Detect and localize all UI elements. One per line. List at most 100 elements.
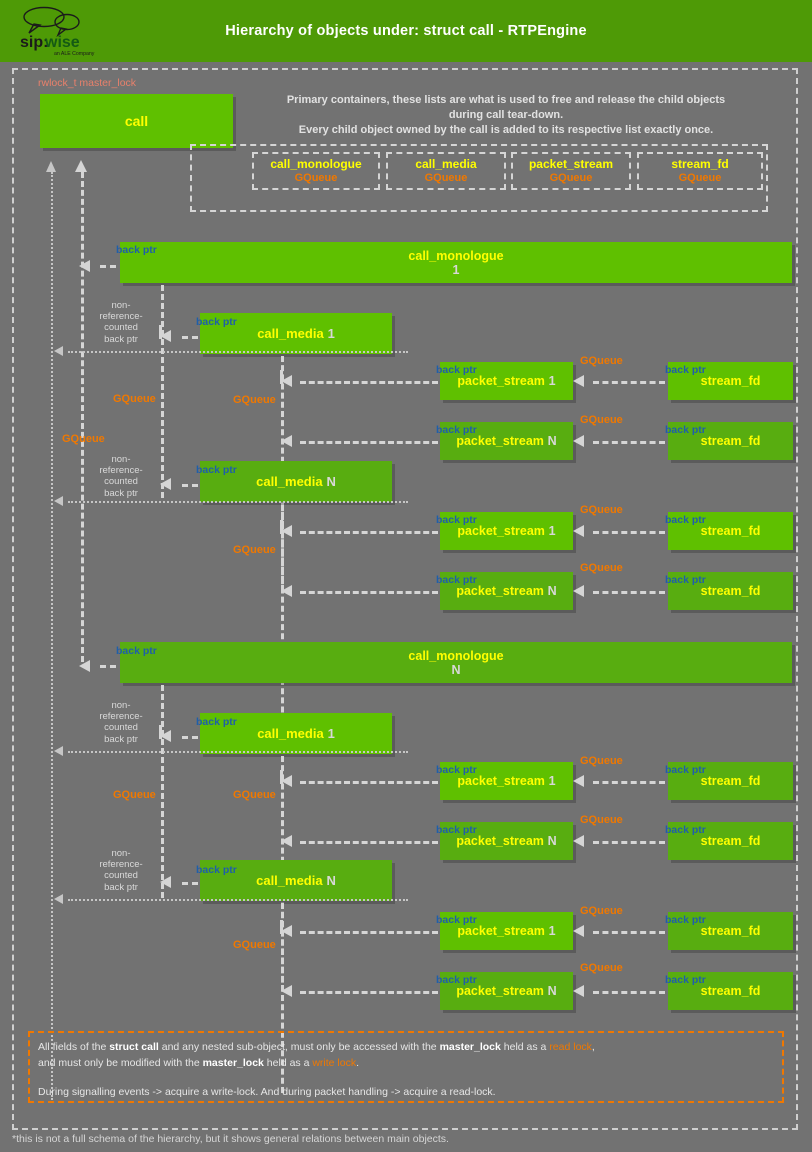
packet-stream-block-1-2-1: packet_stream 1 [440,512,573,550]
link-media-2-2 [182,882,198,885]
block-index: 1 [452,262,460,277]
pc-note-line3: Every child object owned by the call is … [298,124,714,137]
tick [159,725,162,739]
packet-stream-block-1-1-2: packet_stream N [440,422,573,460]
back-ptr-label: back ptr [196,716,237,728]
back-ptr-label: back ptr [665,974,706,986]
master-lock-label: rwlock_t master_lock [38,77,137,89]
lock-note-box: All fields of the struct call and any ne… [28,1031,784,1103]
link-ps-2-1-2 [300,841,438,844]
link-ps-1-1-1 [300,381,438,384]
non-ref-counted-label: non- reference- counted back ptr [99,454,143,499]
arrow-media-1-2 [160,478,171,490]
stream-spine-2-2 [281,903,284,1093]
link-ps-1-2-1 [300,531,438,534]
pc-name: packet_stream [528,157,614,172]
link-fd-2-2-2 [593,991,665,994]
block-index: 1 [327,326,335,341]
link-ps-1-2-2 [300,591,438,594]
arrow-ps-2-2-1 [281,925,292,937]
back-ptr-label: back ptr [116,645,157,657]
arrow-fd-2-1-1 [573,775,584,787]
gqueue-label: GQueue [580,962,623,974]
stream-fd-block-2-1-1: stream_fd [668,762,793,800]
back-ptr-label: back ptr [665,514,706,526]
back-ptr-label: back ptr [196,864,237,876]
call-block-label: call [124,113,149,129]
block-index: N [547,834,557,848]
back-ptr-label: back ptr [665,424,706,436]
block-name: stream_fd [700,984,761,998]
link-fd-1-1-2 [593,441,665,444]
link-ps-1-1-2 [300,441,438,444]
tick [280,370,283,384]
spine-arrow-inner [75,160,87,172]
block-name: call_media [256,873,323,888]
call-media-block-1-1: call_media 1 [200,313,392,354]
stream-fd-block-1-1-1: stream_fd [668,362,793,400]
block-name: stream_fd [700,434,761,448]
call-media-block-1-2: call_media N [200,461,392,502]
arrow-fd-2-2-1 [573,925,584,937]
pc-type: GQueue [424,171,468,184]
block-index: 1 [327,726,335,741]
non-ref-counted-label: non- reference- counted back ptr [99,848,143,893]
block-name: packet_stream [456,434,544,448]
primary-container-call-monologue[interactable]: call_monologue GQueue [252,152,380,190]
back-ptr-label: back ptr [665,914,706,926]
gqueue-label: GQueue [233,544,276,556]
pc-type: GQueue [678,171,722,184]
primary-container-packet-stream[interactable]: packet_stream GQueue [511,152,631,190]
block-name: call_media [256,474,323,489]
block-index: N [547,984,557,998]
link-media-2-1 [182,736,198,739]
write-lock-text: write lock [312,1057,357,1070]
block-name: call_media [257,326,324,341]
ln1-a: All fields of the [38,1041,110,1053]
stream-fd-block-2-2-1: stream_fd [668,912,793,950]
link-media-1-1 [182,336,198,339]
lock-note-spacer [38,1072,774,1084]
spine-arrow-outer [46,161,56,172]
back-ptr-label: back ptr [436,364,477,376]
tick [280,770,283,784]
svg-text:an ALE Company: an ALE Company [54,51,95,57]
link-ps-2-2-2 [300,991,438,994]
block-name: stream_fd [700,774,761,788]
nrc-line-2-2 [68,899,408,901]
pc-name: call_monologue [270,157,362,172]
gqueue-label: GQueue [580,755,623,767]
primary-container-stream-fd[interactable]: stream_fd GQueue [637,152,763,190]
nrc-arrow-1-1 [54,346,63,356]
primary-containers-group [190,144,768,212]
tick [280,920,283,934]
link-monologue-2 [100,665,116,668]
link-fd-1-2-2 [593,591,665,594]
tick [159,325,162,339]
nrc-arrow-2-1 [54,746,63,756]
nrc-arrow-1-2 [54,496,63,506]
back-ptr-label: back ptr [196,464,237,476]
block-name: call_monologue [408,248,504,263]
block-index: 1 [548,924,556,938]
gqueue-label: GQueue [580,905,623,917]
gqueue-label: GQueue [113,393,156,405]
nrc-arrow-2-2 [54,894,63,904]
stream-fd-block-2-2-2: stream_fd [668,972,793,1010]
link-ps-2-1-1 [300,781,438,784]
arrow-media-1-1 [160,330,171,342]
nrc-line-2-1 [68,751,408,753]
block-index: 1 [548,524,556,538]
gqueue-label: GQueue [113,789,156,801]
primary-container-call-media[interactable]: call_media GQueue [386,152,506,190]
stream-fd-block-1-2-2: stream_fd [668,572,793,610]
arrow-fd-1-1-1 [573,375,584,387]
back-ptr-label: back ptr [665,824,706,836]
block-name: packet_stream [457,924,545,938]
block-name: packet_stream [457,374,545,388]
lock-note-line1: All fields of the struct call and any ne… [38,1039,774,1055]
gqueue-label: GQueue [580,562,623,574]
ln1-b: struct call [109,1041,159,1053]
ln1-d: master_lock [439,1041,501,1053]
ln2-c: held as a [263,1057,313,1070]
